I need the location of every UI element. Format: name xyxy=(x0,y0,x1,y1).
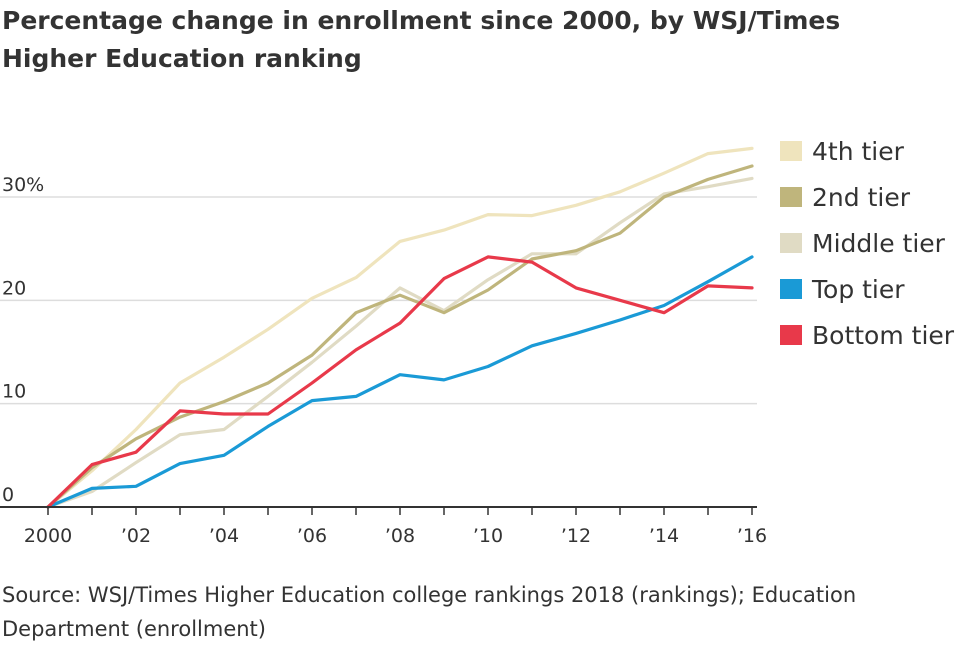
x-tick-label: ’02 xyxy=(121,525,151,547)
x-tick-label: ’10 xyxy=(473,525,503,547)
x-axis: 2000 ’02 ’04 ’06 ’08 ’10 ’12 ’14 ’16 xyxy=(0,506,767,547)
x-tick-label: ’16 xyxy=(737,525,767,547)
x-tick-label: ’04 xyxy=(209,525,239,547)
legend: 4th tier 2nd tier Middle tier Top tier Botto… xyxy=(780,137,955,350)
x-tick-label: 2000 xyxy=(24,525,72,547)
legend-swatch xyxy=(780,279,802,299)
source-note: Source: WSJ/Times Higher Education colle… xyxy=(2,583,857,641)
series-line-top-tier xyxy=(46,255,754,509)
legend-label: Top tier xyxy=(811,275,905,304)
chart-title: Percentage change in enrollment since 20… xyxy=(2,6,841,73)
series-line-2nd-tier xyxy=(46,164,754,509)
legend-swatch xyxy=(780,187,802,207)
legend-swatch xyxy=(780,141,802,161)
y-tick-label: 10 xyxy=(2,381,26,403)
x-tick-label: ’12 xyxy=(561,525,591,547)
y-axis-labels: 0 10 20 30% xyxy=(2,174,44,506)
x-tick-label: ’06 xyxy=(297,525,327,547)
legend-label: Middle tier xyxy=(812,229,946,258)
legend-label: Bottom tier xyxy=(812,321,955,350)
legend-swatch xyxy=(780,325,802,345)
y-tick-label: 30% xyxy=(2,174,44,196)
series-line-4th-tier xyxy=(46,146,754,509)
gridlines xyxy=(0,196,757,405)
y-tick-label: 20 xyxy=(2,277,26,299)
series-lines xyxy=(46,146,754,509)
legend-label: 4th tier xyxy=(812,137,905,166)
legend-swatch xyxy=(780,233,802,253)
series-line-bottom-tier xyxy=(46,255,754,509)
legend-label: 2nd tier xyxy=(812,183,911,212)
series-line-middle-tier xyxy=(46,176,754,509)
y-tick-label: 0 xyxy=(2,484,14,506)
x-tick-label: ’08 xyxy=(385,525,415,547)
x-tick-label: ’14 xyxy=(649,525,679,547)
